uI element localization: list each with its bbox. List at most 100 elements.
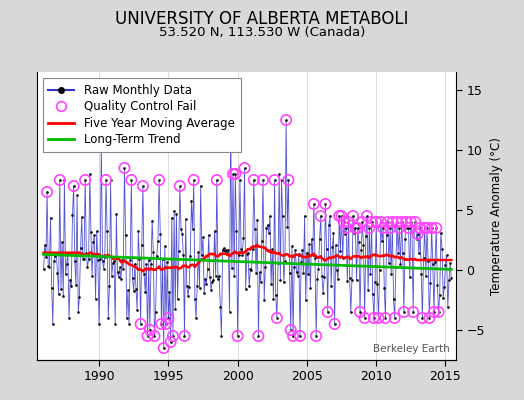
Point	[97, 141, 105, 147]
Point	[287, 327, 295, 333]
Point	[308, 236, 316, 242]
Point	[88, 272, 96, 279]
Point	[179, 252, 188, 258]
Point	[242, 286, 250, 292]
Point	[409, 309, 417, 315]
Point	[275, 171, 283, 177]
Point	[345, 274, 354, 281]
Point	[371, 279, 379, 286]
Point	[355, 238, 363, 245]
Point	[419, 255, 428, 262]
Point	[350, 230, 358, 236]
Point	[132, 286, 140, 292]
Point	[84, 256, 93, 262]
Point	[388, 219, 397, 225]
Point	[164, 315, 172, 321]
Point	[309, 252, 317, 258]
Point	[361, 315, 369, 321]
Point	[233, 333, 242, 339]
Point	[93, 228, 101, 234]
Point	[120, 165, 128, 171]
Point	[335, 213, 343, 219]
Point	[293, 272, 302, 279]
Point	[95, 321, 103, 327]
Point	[342, 225, 351, 231]
Point	[389, 296, 398, 302]
Point	[361, 315, 369, 321]
Point	[164, 315, 172, 321]
Point	[337, 213, 346, 219]
Point	[269, 296, 278, 303]
Point	[238, 251, 246, 258]
Point	[129, 288, 138, 294]
Point	[39, 266, 48, 272]
Point	[425, 315, 433, 321]
Point	[99, 258, 107, 264]
Point	[288, 242, 296, 249]
Point	[126, 257, 135, 264]
Point	[135, 256, 144, 262]
Point	[213, 177, 221, 183]
Point	[45, 263, 53, 270]
Point	[263, 225, 271, 232]
Point	[214, 276, 222, 282]
Point	[208, 279, 216, 285]
Point	[287, 327, 295, 333]
Point	[85, 171, 94, 177]
Point	[341, 231, 349, 238]
Point	[381, 315, 390, 321]
Point	[59, 293, 68, 299]
Point	[113, 269, 122, 275]
Point	[209, 277, 217, 283]
Y-axis label: Temperature Anomaly (°C): Temperature Anomaly (°C)	[490, 137, 504, 295]
Point	[178, 231, 187, 237]
Point	[327, 282, 335, 289]
Point	[329, 230, 337, 236]
Point	[331, 321, 339, 327]
Point	[53, 269, 62, 276]
Point	[405, 225, 413, 231]
Point	[393, 219, 401, 225]
Point	[280, 279, 288, 285]
Point	[321, 201, 330, 207]
Point	[394, 250, 402, 256]
Point	[127, 177, 136, 183]
Point	[81, 177, 90, 183]
Point	[199, 234, 207, 240]
Point	[289, 333, 297, 339]
Point	[169, 333, 177, 339]
Point	[331, 321, 339, 327]
Point	[107, 273, 116, 279]
Point	[276, 276, 285, 283]
Point	[294, 251, 303, 257]
Point	[357, 247, 365, 253]
Point	[358, 219, 366, 225]
Point	[286, 270, 294, 276]
Point	[185, 284, 193, 290]
Point	[344, 219, 353, 225]
Point	[51, 252, 59, 259]
Point	[161, 243, 169, 250]
Point	[328, 244, 336, 250]
Point	[413, 231, 422, 237]
Point	[399, 249, 407, 256]
Point	[374, 315, 383, 321]
Point	[111, 321, 119, 327]
Point	[274, 260, 282, 267]
Point	[430, 309, 438, 315]
Point	[310, 201, 318, 207]
Point	[446, 259, 454, 266]
Point	[407, 219, 415, 225]
Point	[215, 273, 223, 279]
Point	[57, 286, 65, 293]
Point	[176, 183, 184, 189]
Point	[71, 257, 79, 264]
Point	[298, 246, 307, 253]
Point	[424, 258, 432, 264]
Point	[423, 225, 431, 231]
Point	[204, 232, 213, 238]
Point	[46, 215, 54, 221]
Point	[83, 263, 92, 270]
Point	[367, 219, 376, 225]
Point	[447, 275, 455, 281]
